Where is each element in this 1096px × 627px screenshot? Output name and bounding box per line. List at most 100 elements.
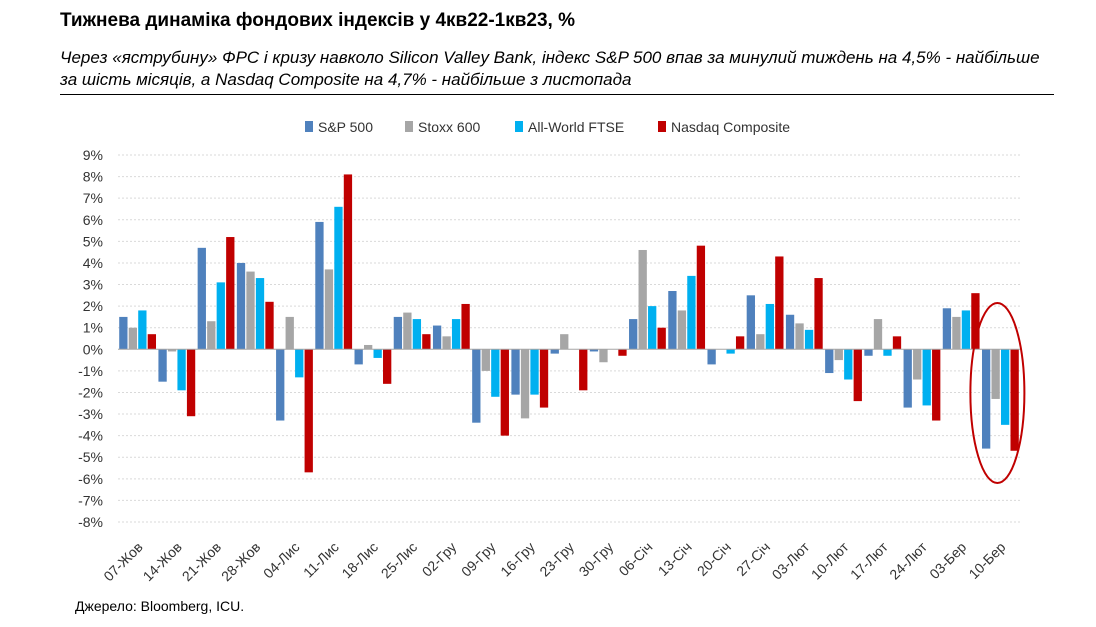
legend-swatch	[405, 121, 413, 132]
bar	[864, 349, 873, 356]
annotation-layer	[969, 302, 1026, 484]
bar	[412, 319, 422, 350]
x-tick-label: 03-Бер	[926, 539, 969, 582]
bar	[511, 349, 520, 395]
x-tick-label: 13-Січ	[655, 539, 695, 579]
x-tick-label: 20-Січ	[694, 539, 734, 579]
legend-label: Stoxx 600	[418, 119, 480, 135]
bar	[393, 316, 403, 350]
bar	[785, 314, 795, 350]
bar	[373, 349, 382, 358]
bar	[932, 349, 941, 421]
bars-layer	[119, 174, 1019, 473]
bar	[304, 349, 313, 473]
bar	[735, 336, 745, 350]
bar	[500, 349, 509, 436]
bar	[668, 291, 677, 350]
bar	[825, 349, 834, 374]
bar	[677, 310, 687, 350]
x-tick-label: 23-Гру	[536, 539, 577, 580]
x-tick-label: 07-Жов	[100, 539, 145, 584]
x-tick-label: 24-Лют	[886, 538, 930, 582]
bar	[119, 316, 128, 350]
bar	[158, 349, 167, 382]
legend-swatch	[515, 121, 523, 132]
bar	[804, 329, 814, 350]
y-tick-label: -5%	[78, 449, 103, 465]
bar	[991, 349, 1000, 399]
bar	[1010, 349, 1019, 451]
bar	[128, 327, 138, 350]
bar	[481, 349, 490, 371]
bar	[883, 349, 892, 356]
legend-label: S&P 500	[318, 119, 373, 135]
x-tick-label: 14-Жов	[140, 539, 185, 584]
x-tick-label: 10-Лют	[808, 538, 852, 582]
x-tick-label: 03-Лют	[769, 538, 813, 582]
bar	[216, 282, 225, 350]
chart-title: Тижнева динаміка фондових індексів у 4кв…	[60, 10, 576, 31]
bar	[530, 349, 539, 395]
bar	[873, 319, 883, 350]
x-tick-label: 06-Січ	[615, 539, 655, 579]
y-tick-label: -4%	[78, 428, 103, 444]
y-tick-label: 6%	[83, 212, 103, 228]
y-tick-label: -7%	[78, 492, 103, 508]
bar	[315, 221, 324, 350]
bar	[981, 349, 991, 449]
bar	[343, 174, 353, 350]
bar	[403, 312, 412, 350]
y-tick-label: -3%	[78, 406, 103, 422]
bar	[696, 245, 706, 350]
bar	[491, 349, 500, 397]
bar	[354, 349, 363, 365]
bar	[550, 349, 559, 354]
x-tick-label: 27-Січ	[733, 539, 773, 579]
y-tick-label: -2%	[78, 384, 103, 400]
bar	[432, 325, 442, 350]
bar	[726, 349, 735, 354]
bar	[814, 278, 823, 350]
bar	[461, 303, 470, 350]
legend: S&P 500 Stoxx 600 All-World FTSE Nasdaq Com…	[305, 119, 790, 135]
bar	[589, 349, 599, 352]
bar	[177, 349, 186, 391]
bar	[295, 349, 304, 378]
bar	[207, 321, 216, 350]
axis-layer: 9% 8% 7% 6% 5% 4% 3% 2% 1% 0% -1% -2% -3% -4% -5% -6% -7…	[78, 147, 1020, 584]
bar	[422, 334, 431, 350]
bar	[599, 349, 608, 363]
x-tick-label: 10-Бер	[965, 539, 1008, 582]
bar	[629, 319, 638, 350]
bar	[472, 349, 481, 423]
bar	[334, 206, 343, 350]
bar	[255, 278, 265, 350]
chart-subtitle: Через «яструбину» ФРС і кризу навколо Si…	[60, 48, 1040, 89]
bar	[451, 319, 461, 350]
bar	[276, 349, 285, 421]
bar	[795, 323, 804, 350]
x-tick-label: 28-Жов	[218, 539, 263, 584]
bar	[892, 336, 902, 350]
y-tick-label: 4%	[83, 255, 103, 271]
bar	[775, 256, 784, 350]
y-tick-label: 9%	[83, 147, 103, 163]
x-tick-label: 18-Лис	[338, 539, 381, 582]
bar	[236, 262, 246, 350]
bar	[442, 336, 451, 350]
bar	[638, 249, 647, 350]
legend-swatch	[305, 121, 313, 132]
bar	[579, 349, 588, 391]
y-tick-label: 3%	[83, 277, 103, 293]
y-tick-label: -1%	[78, 363, 103, 379]
y-tick-label: 1%	[83, 320, 103, 336]
bar	[520, 349, 530, 419]
bar	[226, 237, 235, 350]
y-tick-label: 8%	[83, 169, 103, 185]
bar	[657, 327, 666, 350]
bar	[138, 310, 147, 350]
bar	[971, 293, 980, 350]
x-tick-label: 30-Гру	[576, 539, 617, 580]
title-divider	[60, 94, 1054, 95]
